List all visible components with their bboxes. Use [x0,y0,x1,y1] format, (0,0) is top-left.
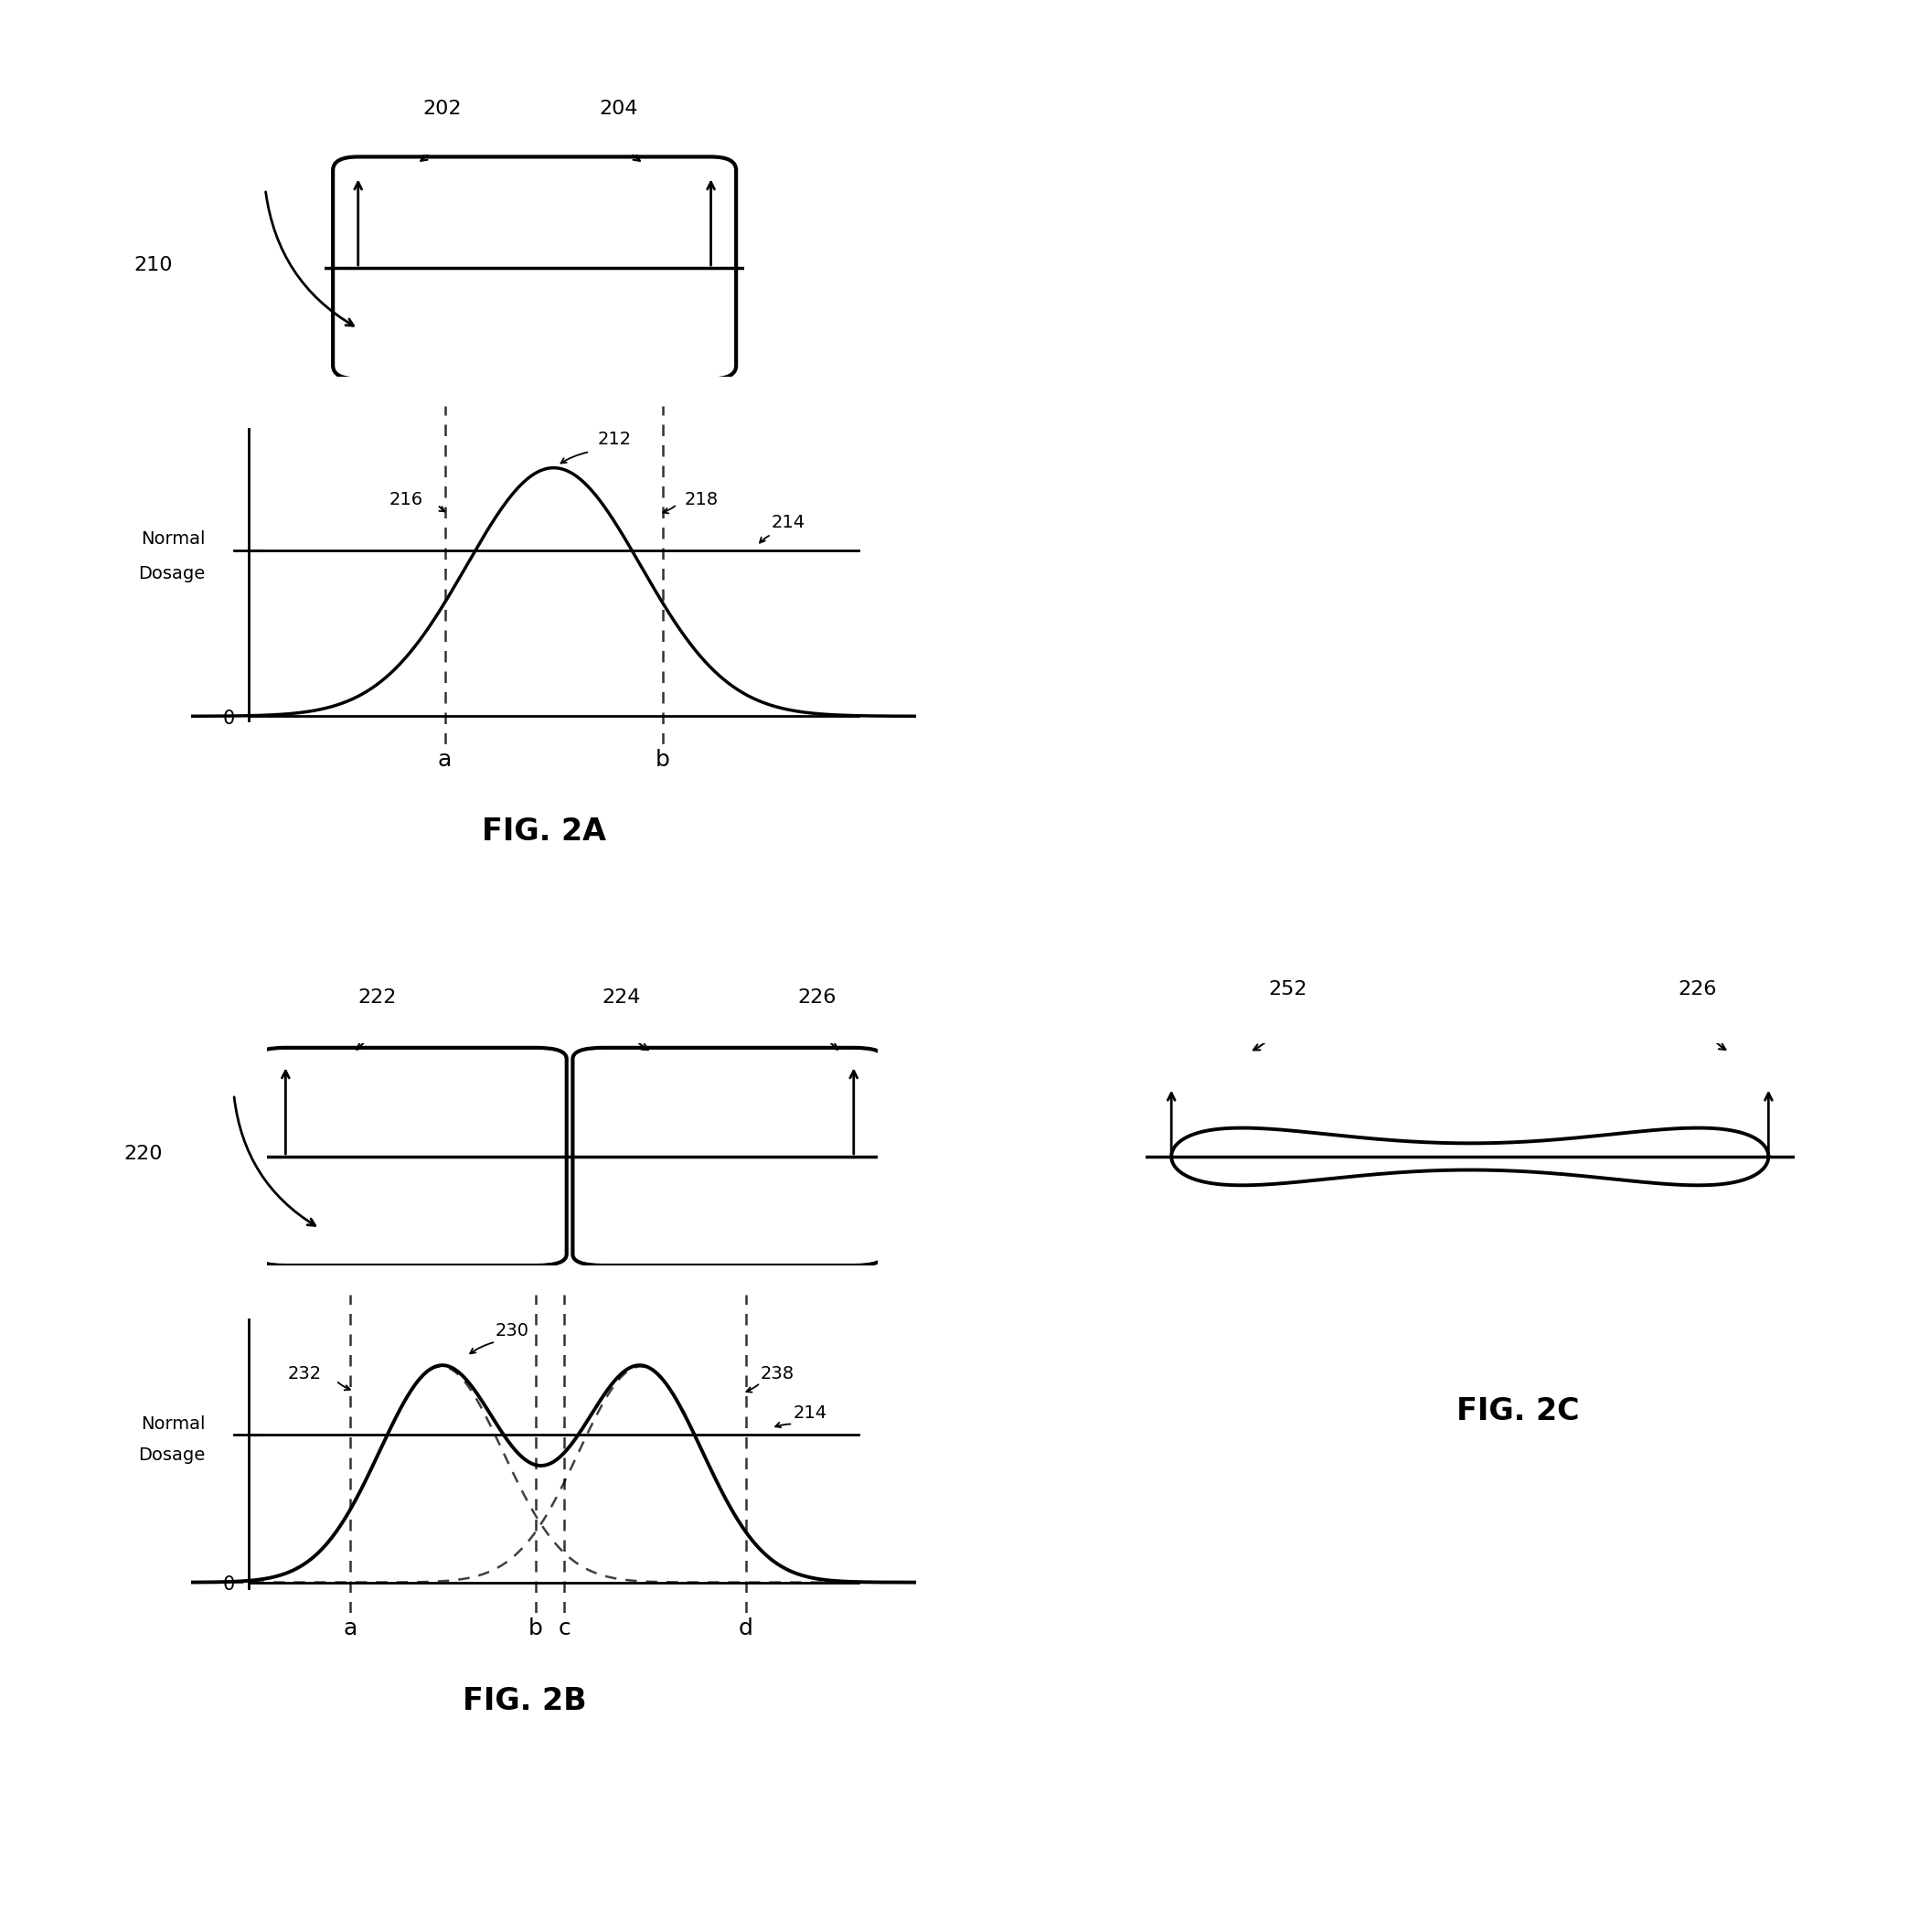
Text: 238: 238 [760,1366,794,1383]
Text: 252: 252 [1269,980,1308,999]
FancyArrowPatch shape [619,129,640,160]
FancyArrowPatch shape [439,506,445,512]
Text: FIG. 2C: FIG. 2C [1457,1397,1579,1426]
FancyArrowPatch shape [760,535,769,543]
Text: 232: 232 [288,1366,321,1383]
Text: 202: 202 [422,100,462,118]
Text: a: a [437,748,452,771]
FancyArrowPatch shape [265,191,353,327]
Text: 226: 226 [1678,980,1716,999]
FancyArrowPatch shape [746,1385,758,1393]
Text: 216: 216 [389,491,424,508]
Text: 224: 224 [601,989,641,1007]
FancyArrowPatch shape [819,1024,838,1049]
FancyArrowPatch shape [235,1097,315,1225]
Text: Normal: Normal [141,531,206,549]
Text: Dosage: Dosage [139,1447,206,1464]
Text: 218: 218 [683,491,718,508]
FancyArrowPatch shape [1254,1018,1287,1051]
Text: 204: 204 [599,100,638,118]
FancyArrowPatch shape [561,452,588,464]
Text: Normal: Normal [141,1416,206,1434]
FancyArrowPatch shape [420,129,441,160]
Text: 0: 0 [221,709,235,728]
Text: 214: 214 [792,1405,827,1422]
Text: 222: 222 [357,989,397,1007]
Text: 214: 214 [771,514,806,531]
FancyArrowPatch shape [1699,1018,1726,1049]
Text: a: a [344,1617,357,1638]
Text: 230: 230 [496,1321,529,1339]
Text: 220: 220 [124,1144,162,1163]
Text: 212: 212 [598,431,632,448]
FancyArrowPatch shape [470,1343,493,1354]
Text: FIG. 2A: FIG. 2A [481,817,607,846]
FancyArrowPatch shape [357,1024,376,1049]
FancyArrowPatch shape [662,506,676,514]
Text: c: c [557,1617,571,1638]
FancyArrowPatch shape [775,1422,790,1428]
Text: 226: 226 [798,989,836,1007]
Text: b: b [529,1617,542,1638]
Text: 210: 210 [134,255,172,274]
Text: FIG. 2B: FIG. 2B [464,1687,586,1716]
Text: 0: 0 [221,1575,235,1594]
FancyArrowPatch shape [338,1383,349,1391]
Text: d: d [739,1617,754,1638]
FancyArrowPatch shape [622,1024,647,1049]
Text: b: b [655,748,670,771]
Text: Dosage: Dosage [139,564,206,582]
